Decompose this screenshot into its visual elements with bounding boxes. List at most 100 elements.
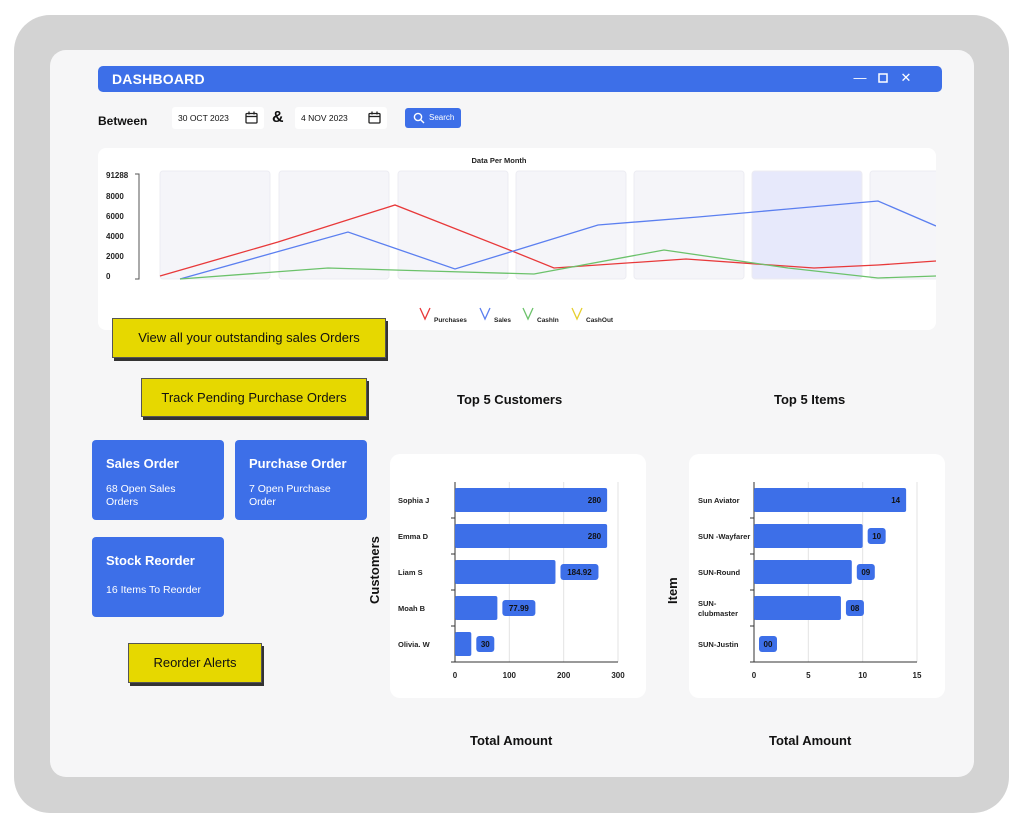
x-tick-label: 15: [913, 671, 922, 680]
chart-title: Data Per Month: [471, 156, 526, 165]
category-label: Moah B: [398, 604, 426, 613]
x-tick-label: 200: [557, 671, 571, 680]
minimize-icon[interactable]: —: [853, 70, 867, 85]
top-items-title: Top 5 Items: [774, 392, 846, 407]
category-label: SUN-Round: [698, 568, 740, 577]
calendar-icon[interactable]: [245, 111, 258, 124]
search-button[interactable]: Search: [405, 108, 461, 128]
data-label: 30: [481, 640, 490, 649]
bar: [455, 524, 608, 548]
category-label: Sun Aviator: [698, 496, 740, 505]
bar: [455, 632, 472, 656]
y-tick-label: 6000: [106, 212, 124, 221]
data-label: 09: [861, 568, 870, 577]
x-tick-label: 0: [752, 671, 757, 680]
top-customers-chart: 0 100 200 300 Sophia J 280 Emma D 280 Liam S 184.…: [390, 454, 646, 698]
maximize-icon[interactable]: [874, 69, 892, 87]
series-line-sales: [179, 200, 936, 280]
top-customers-title: Top 5 Customers: [457, 392, 563, 407]
data-per-month-chart: Data Per Month 91288 8000 6000 4000 2000 0 Purc…: [98, 148, 936, 330]
reorder-alerts-button[interactable]: Reorder Alerts: [128, 643, 262, 683]
category-label: SUN-Justin: [698, 640, 739, 649]
data-label: 280: [588, 496, 602, 505]
category-label: SUN -Wayfarer: [698, 532, 750, 541]
legend-swatch: [571, 307, 583, 321]
data-label: 77.99: [509, 604, 530, 613]
chart-panel: [397, 170, 509, 280]
customers-axis-title: Customers: [367, 536, 382, 604]
y-tick-label: 0: [106, 272, 111, 281]
bar: [754, 524, 863, 548]
bar: [754, 488, 907, 512]
data-label: 14: [891, 496, 900, 505]
calendar-icon[interactable]: [368, 111, 381, 124]
sales-order-title: Sales Order: [106, 456, 179, 471]
from-date-field[interactable]: 30 OCT 2023: [172, 107, 264, 129]
chart-panel: [633, 170, 745, 280]
data-label-bg: [476, 636, 495, 652]
data-label-bg: [856, 564, 875, 580]
item-axis-title: Item: [665, 577, 680, 604]
data-label: 280: [588, 532, 602, 541]
close-icon[interactable]: ✕: [900, 70, 912, 85]
y-tick-label: 2000: [106, 252, 124, 261]
stock-reorder-tile[interactable]: Stock Reorder 16 Items To Reorder: [92, 537, 224, 617]
series-line-cashin: [179, 249, 936, 280]
y-tick-label: 91288: [106, 171, 129, 180]
data-label: 10: [872, 532, 881, 541]
legend-swatch: [419, 307, 431, 321]
stock-reorder-count: 16 Items To Reorder: [106, 584, 201, 596]
bar: [455, 488, 608, 512]
category-label: Olivia. W: [398, 640, 431, 649]
category-label: Sophia J: [398, 496, 429, 505]
data-label-bg: [845, 600, 864, 616]
title-bar: DASHBOARD — ✕: [98, 66, 942, 92]
chart-panel: [515, 170, 627, 280]
data-label-bg: [867, 528, 886, 544]
data-label: 08: [850, 604, 859, 613]
legend-label: CashIn: [537, 317, 559, 324]
chart-panel: [869, 170, 936, 280]
view-outstanding-sales-button[interactable]: View all your outstanding sales Orders: [112, 318, 386, 358]
data-label-bg: [560, 564, 599, 580]
search-button-label: Search: [429, 113, 455, 122]
window-title: DASHBOARD: [112, 71, 205, 87]
sales-order-count: 68 Open Sales Orders: [106, 483, 176, 508]
x-tick-label: 100: [503, 671, 517, 680]
between-label: Between: [98, 114, 148, 128]
chart-panel: [159, 170, 271, 280]
x-tick-label: 300: [611, 671, 625, 680]
top-items-chart: 0 5 10 15 Sun Aviator 14 SUN -Wayfarer 10 SUN-Ro…: [689, 454, 945, 698]
category-label: clubmaster: [698, 609, 738, 618]
data-label: 00: [764, 640, 773, 649]
purchase-order-title: Purchase Order: [249, 456, 347, 471]
purchase-order-tile[interactable]: Purchase Order 7 Open Purchase Order: [235, 440, 367, 520]
search-icon: [413, 112, 425, 124]
legend-label: Sales: [494, 317, 511, 324]
legend-swatch: [522, 307, 534, 321]
category-label: SUN-: [698, 599, 717, 608]
stock-reorder-title: Stock Reorder: [106, 553, 195, 568]
from-date-value: 30 OCT 2023: [178, 113, 229, 123]
category-label: Liam S: [398, 568, 423, 577]
purchase-order-count: 7 Open Purchase Order: [249, 483, 331, 508]
y-axis-line: [135, 173, 140, 280]
data-label-bg: [759, 636, 777, 652]
series-line-purchases: [159, 204, 936, 277]
sales-order-tile[interactable]: Sales Order 68 Open Sales Orders: [92, 440, 224, 520]
legend-label: Purchases: [434, 317, 467, 324]
x-tick-label: 5: [806, 671, 811, 680]
x-tick-label: 0: [453, 671, 458, 680]
bar: [754, 560, 852, 584]
legend-label: CashOut: [586, 317, 614, 324]
data-label: 184.92: [567, 568, 592, 577]
track-pending-purchase-button[interactable]: Track Pending Purchase Orders: [141, 378, 367, 417]
data-label-bg: [502, 600, 536, 616]
chart-panel: [278, 170, 390, 280]
bar: [754, 596, 841, 620]
y-tick-label: 4000: [106, 232, 124, 241]
chart-panel: [751, 170, 863, 280]
category-label: Emma D: [398, 532, 429, 541]
to-date-field[interactable]: 4 NOV 2023: [295, 107, 387, 129]
y-tick-label: 8000: [106, 192, 124, 201]
